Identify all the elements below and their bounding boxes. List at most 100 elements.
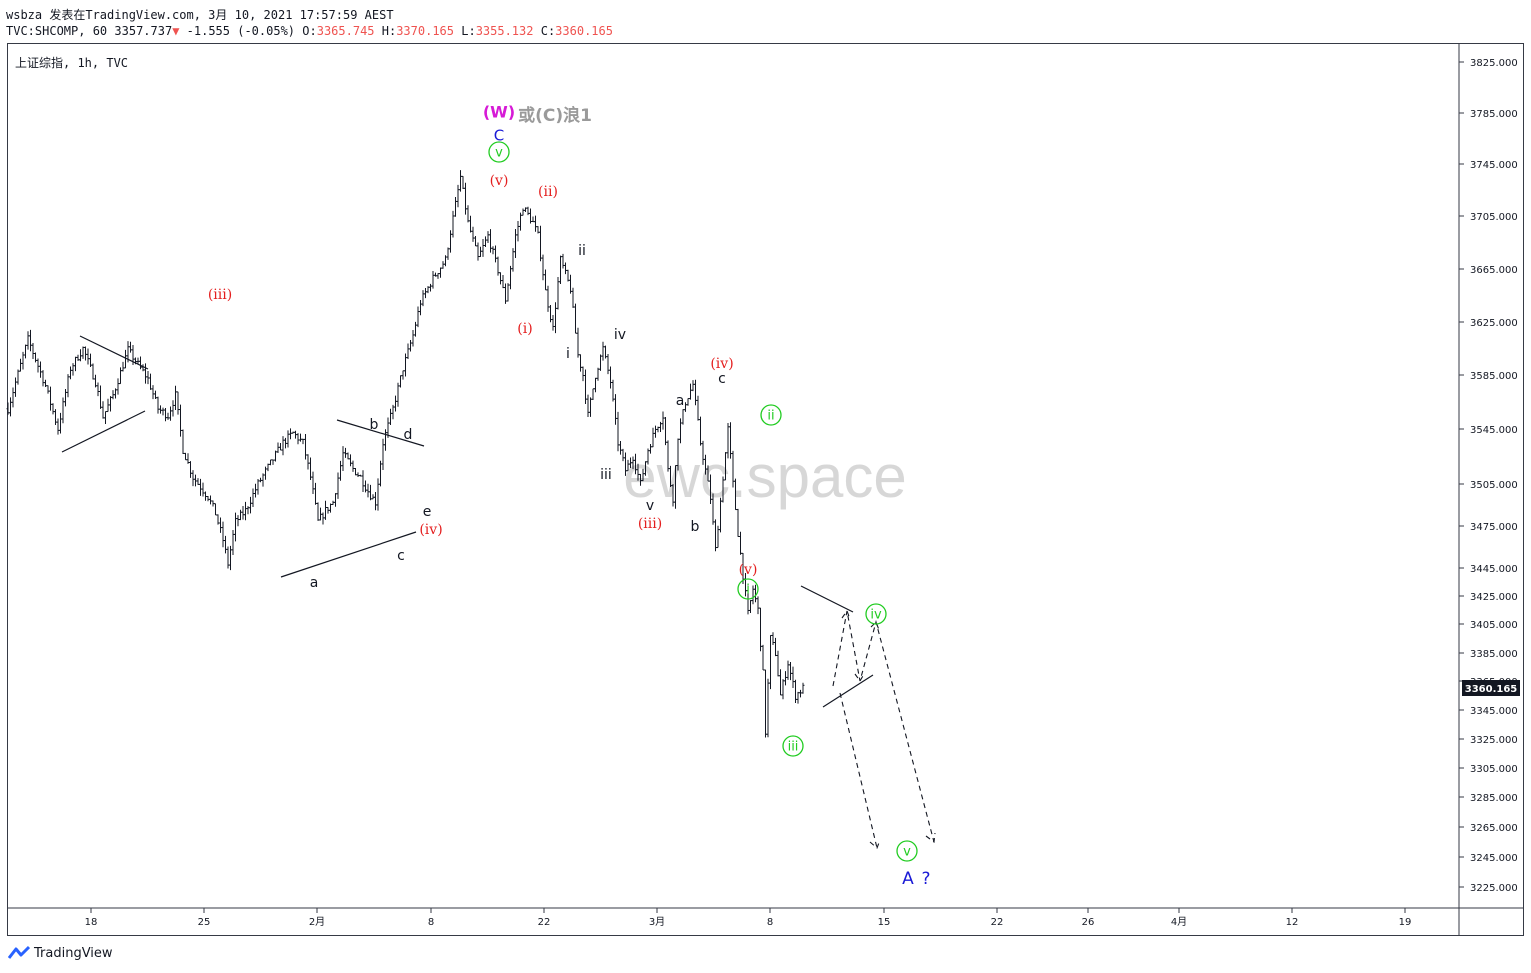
ohlc-bar — [489, 229, 492, 253]
ohlc-bar — [691, 380, 695, 392]
ohlc-bar — [166, 412, 170, 420]
wave-label[interactable]: (v) — [490, 173, 509, 189]
time-tick-label: 22 — [538, 917, 551, 928]
ohlc-bar — [546, 285, 550, 312]
wave-label[interactable]: (iii) — [208, 287, 232, 303]
price-axis[interactable]: 3825.000 3785.000 3745.000 3705.000 3665.000… — [1459, 58, 1518, 894]
wave-label-circle — [865, 603, 887, 625]
ohlc-bar — [394, 395, 397, 412]
wave-label[interactable]: iii — [600, 467, 612, 483]
ohlc-bar — [796, 691, 800, 704]
chart-legend[interactable]: 上证综指, 1h, TVC — [15, 56, 129, 70]
wave-label[interactable]: c — [397, 548, 405, 564]
ohlc-bar — [199, 478, 202, 496]
wave-label[interactable]: ii — [767, 409, 774, 424]
last-price-tag: 3360.165 — [1462, 680, 1520, 696]
triangle-upper-line-3[interactable] — [800, 585, 854, 613]
wave-label[interactable]: A — [902, 869, 914, 889]
high-value: 3370.165 — [396, 24, 454, 38]
ohlc-bar — [361, 470, 365, 492]
ohlc-bar — [389, 408, 392, 425]
wave-label[interactable]: i — [746, 583, 750, 598]
triangle-lower-line-1[interactable] — [61, 410, 146, 453]
time-tick-label: 26 — [1082, 917, 1095, 928]
wave-label[interactable]: c — [718, 371, 726, 387]
wave-label[interactable]: b — [370, 417, 379, 433]
triangle-upper-line-2[interactable] — [336, 419, 425, 447]
ohlc-bar — [136, 357, 140, 364]
ohlc-bar — [181, 429, 185, 454]
ohlc-bar — [299, 433, 302, 442]
time-axis[interactable]: 18 25 2月 8 22 3月 8 15 22 26 4月 12 19 — [85, 908, 1412, 928]
wave-label[interactable]: iii — [788, 740, 799, 755]
ohlc-bar — [244, 501, 247, 521]
time-tick-label: 15 — [878, 917, 891, 928]
time-tick-label: 8 — [767, 917, 773, 928]
wave-label[interactable]: 或(C)浪1 — [518, 105, 592, 126]
ohlc-bar — [311, 471, 315, 494]
ohlc-bar — [401, 370, 405, 380]
ohlc-bar — [611, 379, 615, 402]
ohlc-bar — [539, 225, 542, 262]
time-tick-label: 8 — [428, 917, 434, 928]
ohlc-bar — [756, 596, 760, 615]
projection-path-primary[interactable] — [832, 610, 935, 843]
wave-label[interactable]: v — [903, 845, 911, 860]
wave-label[interactable]: C — [494, 126, 504, 144]
price-tick-label: 3325.000 — [1470, 735, 1518, 746]
triangle-lower-line-3[interactable] — [822, 674, 874, 708]
ohlc-bar — [201, 482, 205, 497]
wave-label[interactable]: i — [566, 346, 570, 362]
triangle-upper-line-1[interactable] — [79, 335, 149, 370]
triangle-lower-line-2[interactable] — [280, 531, 417, 578]
wave-label[interactable]: (W) — [483, 103, 515, 122]
ohlc-bar — [441, 261, 445, 269]
ohlc-bar — [99, 385, 102, 409]
projection-path-alt[interactable] — [839, 692, 878, 849]
ohlc-bar — [36, 358, 40, 373]
wave-label[interactable]: iv — [870, 608, 882, 623]
wave-label[interactable]: (iii) — [638, 516, 662, 532]
ohlc-bar — [304, 433, 307, 460]
ohlc-bar — [96, 382, 100, 397]
ohlc-bar — [476, 242, 480, 261]
ohlc-bar — [429, 283, 432, 292]
ohlc-bar — [449, 230, 452, 253]
wave-label[interactable]: a — [310, 575, 319, 591]
ohlc-bar — [129, 341, 132, 353]
ohlc-bar — [81, 346, 85, 359]
symbol-label[interactable]: TVC:SHCOMP, 60 — [6, 24, 108, 38]
wave-label[interactable]: (ii) — [538, 184, 558, 200]
time-tick-label: 25 — [198, 917, 211, 928]
wave-label[interactable]: e — [423, 504, 432, 520]
ohlc-bar — [541, 254, 545, 281]
ohlc-bar — [344, 447, 347, 458]
ohlc-bar — [521, 208, 525, 216]
wave-label[interactable]: (v) — [739, 562, 758, 578]
wave-label[interactable]: ? — [921, 869, 930, 889]
wave-label[interactable]: iv — [614, 327, 626, 343]
wave-label[interactable]: ii — [578, 243, 586, 259]
wave-label[interactable]: b — [691, 519, 700, 535]
wave-label[interactable]: (i) — [517, 321, 532, 337]
ohlc-bar — [159, 405, 162, 414]
wave-label[interactable]: d — [404, 427, 413, 443]
ohlc-bar — [414, 321, 417, 337]
ohlc-bar — [681, 409, 685, 425]
ohlc-bar — [269, 459, 272, 466]
wave-label[interactable]: (iv) — [710, 356, 733, 372]
ohlc-bar — [316, 502, 320, 521]
ohlc-bar — [774, 637, 777, 657]
wave-label[interactable]: (iv) — [419, 522, 442, 538]
ohlc-bar — [184, 452, 187, 461]
tradingview-brand[interactable]: TradingView — [8, 945, 113, 961]
wave-label[interactable]: v — [646, 498, 654, 514]
ohlc-bars — [6, 170, 805, 738]
ohlc-bar — [404, 353, 407, 377]
ohlc-bar — [716, 525, 720, 549]
ohlc-bar — [306, 454, 310, 470]
last-price-tag-text: 3360.165 — [1465, 684, 1518, 695]
wave-label[interactable]: v — [495, 146, 503, 161]
wave-label[interactable]: a — [676, 393, 685, 409]
